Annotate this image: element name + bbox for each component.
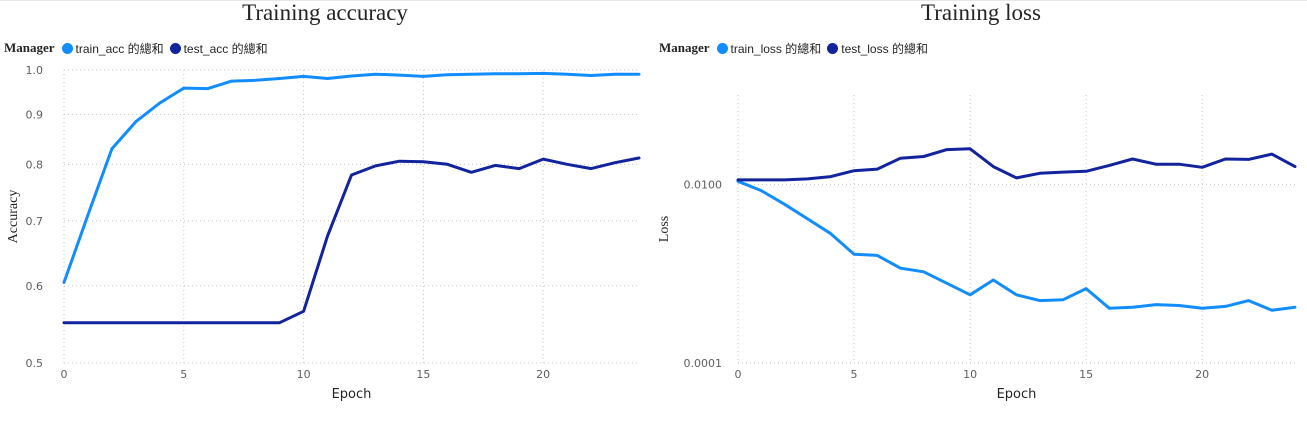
y-tick-label: 0.9 — [26, 109, 44, 122]
accuracy-chart-panel: Training accuracy Manager train_acc 的總和 … — [0, 0, 650, 422]
legend-label: train_loss 的總和 — [730, 41, 822, 56]
legend-marker-icon — [169, 42, 181, 54]
y-tick-label: 0.7 — [26, 215, 44, 228]
loss-chart-panel: Training loss Manager train_loss 的總和 tes… — [655, 0, 1307, 422]
legend-title: Manager — [659, 40, 710, 55]
x-tick-label: 10 — [297, 368, 311, 381]
x-tick-label: 0 — [735, 368, 742, 381]
y-tick-label: 0.0100 — [684, 178, 723, 191]
y-tick-label: 0.6 — [26, 280, 44, 293]
chart-title: Training accuracy — [242, 0, 408, 25]
x-tick-label: 5 — [180, 368, 187, 381]
y-tick-label: 1.0 — [26, 64, 44, 77]
x-tick-label: 20 — [1195, 368, 1209, 381]
top-border — [0, 0, 1307, 1]
legend-item-test-acc[interactable]: test_acc 的總和 — [169, 40, 268, 57]
legend: Manager train_loss 的總和 test_loss 的總和 — [659, 39, 934, 57]
legend-label: test_acc 的總和 — [183, 41, 268, 56]
accuracy-line-chart: 0.5 0.6 0.7 0.8 0.9 1.0 0 5 10 15 20 Epoch Accuracy — [6, 64, 641, 402]
legend-title: Manager — [4, 40, 55, 55]
y-axis-title: Loss — [657, 216, 672, 242]
legend-item-train-loss[interactable]: train_loss 的總和 — [716, 40, 822, 57]
y-axis-title: Accuracy — [6, 190, 21, 244]
y-tick-label: 0.8 — [26, 158, 44, 171]
y-tick-label: 0.0001 — [684, 357, 723, 370]
x-tick-label: 0 — [61, 368, 68, 381]
x-tick-label: 20 — [536, 368, 550, 381]
x-axis-title: Epoch — [997, 387, 1037, 402]
loss-line-chart: 0.0001 0.0100 0 5 10 15 20 Epoch Loss — [657, 95, 1297, 402]
x-tick-label: 10 — [963, 368, 977, 381]
series-line-0 — [736, 179, 1297, 312]
legend-label: train_acc 的總和 — [75, 41, 164, 56]
legend-item-train-acc[interactable]: train_acc 的總和 — [61, 40, 164, 57]
series-line-0 — [62, 71, 641, 284]
series-line-1 — [62, 156, 641, 325]
legend-marker-icon — [716, 42, 728, 54]
x-tick-label: 15 — [416, 368, 430, 381]
x-tick-label: 15 — [1079, 368, 1093, 381]
legend-label: test_loss 的總和 — [841, 41, 928, 56]
legend-marker-icon — [827, 42, 839, 54]
chart-title: Training loss — [921, 0, 1041, 25]
legend: Manager train_acc 的總和 test_acc 的總和 — [4, 39, 274, 57]
x-axis-title: Epoch — [332, 387, 372, 402]
legend-item-test-loss[interactable]: test_loss 的總和 — [827, 40, 928, 57]
series-line-1 — [736, 147, 1297, 182]
y-tick-label: 0.5 — [26, 357, 44, 370]
legend-marker-icon — [61, 42, 73, 54]
x-tick-label: 5 — [851, 368, 858, 381]
